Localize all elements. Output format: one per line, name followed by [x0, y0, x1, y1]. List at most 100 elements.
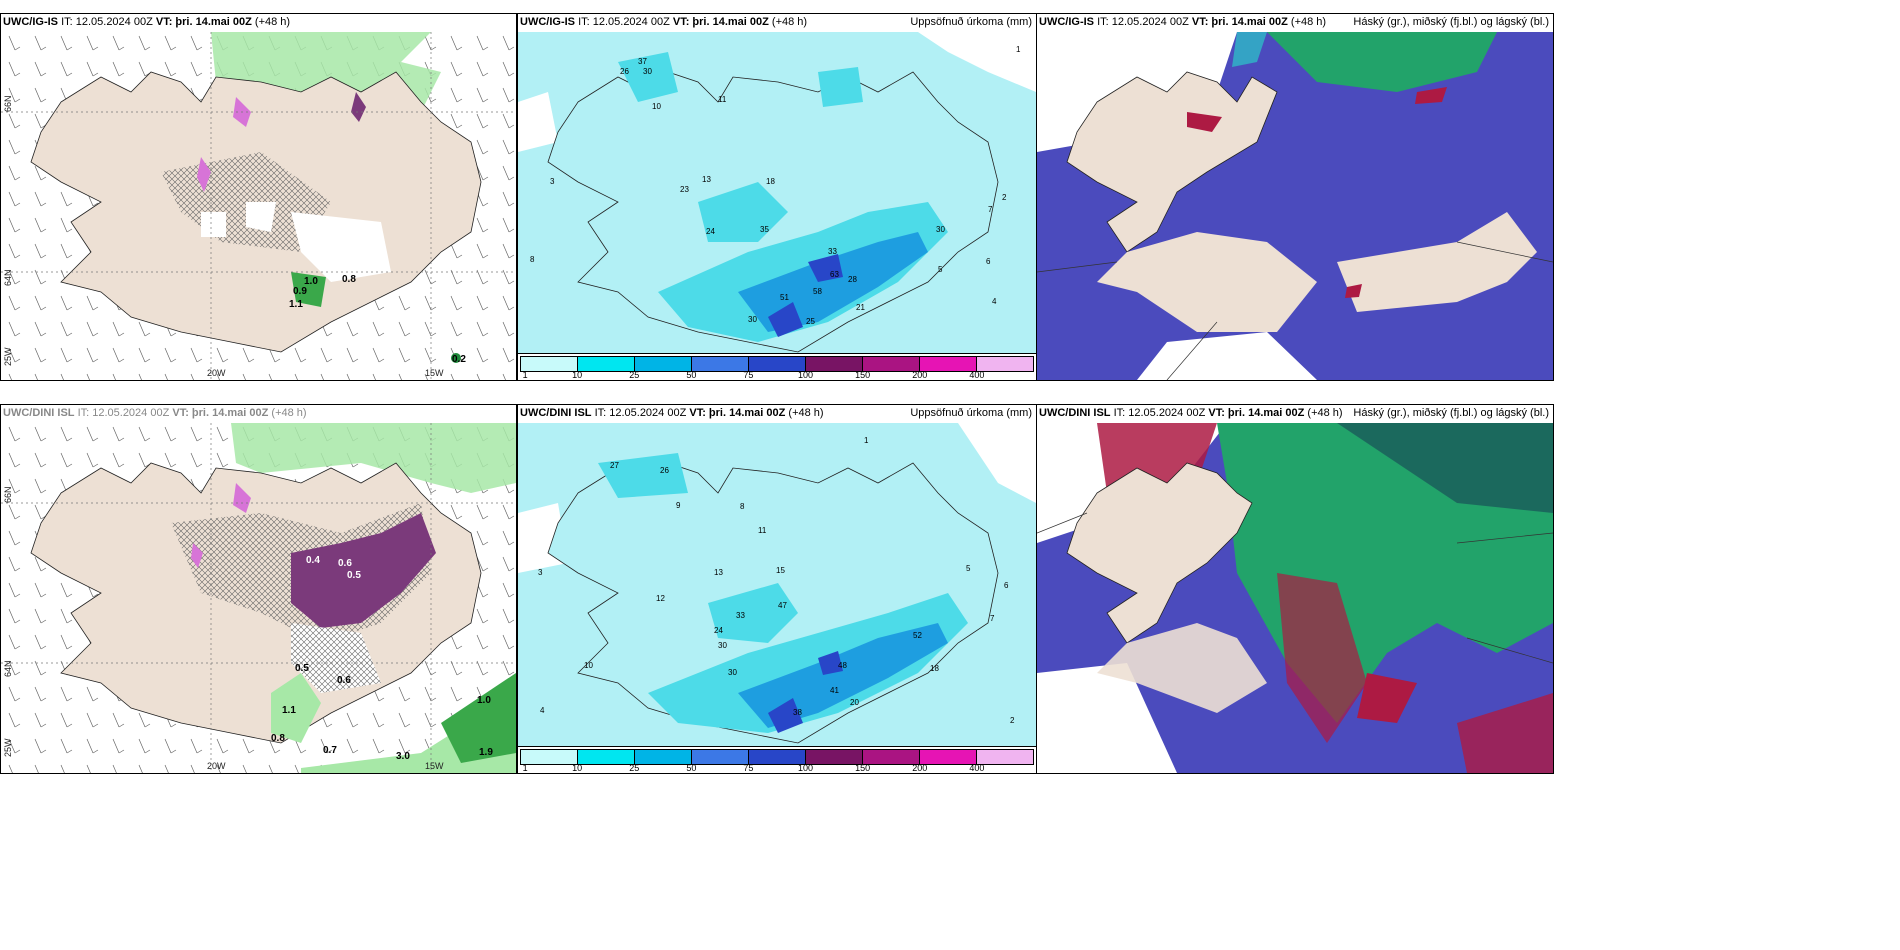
- colorbar-label: 100: [798, 370, 814, 380]
- lat-label: 64N: [3, 660, 13, 677]
- colorbar-label: 75: [743, 370, 754, 380]
- colorbar-label: 75: [743, 763, 754, 773]
- lon-label: 25W: [3, 738, 13, 757]
- value-label: 0.7: [323, 745, 337, 756]
- value-label: 1.1: [282, 705, 296, 716]
- colorbar-label: 10: [572, 763, 583, 773]
- colorbar-cells: [520, 749, 1034, 765]
- colorbar-cell: [806, 357, 863, 371]
- value-label: 25: [806, 317, 815, 326]
- value-label: 33: [828, 247, 837, 256]
- colorbar-labels: 1 10 25 50 75 100 150 200 400: [520, 763, 1034, 773]
- value-label: 13: [702, 175, 711, 184]
- colorbar: 1 10 25 50 75 100 150 200 400: [518, 353, 1036, 380]
- value-label: 18: [766, 177, 775, 186]
- colorbar-label: 400: [969, 370, 985, 380]
- value-label: 52: [913, 631, 922, 640]
- value-label: 58: [813, 287, 822, 296]
- value-label: 13: [714, 568, 723, 577]
- panel-bottom-middle: UWC/DINI ISL IT: 12.05.2024 00Z VT: þri.…: [517, 404, 1037, 774]
- value-label: 2: [1010, 716, 1015, 725]
- panel-top-right: UWC/IG-IS IT: 12.05.2024 00Z VT: þri. 14…: [1036, 13, 1554, 381]
- panel-title: UWC/DINI ISL IT: 12.05.2024 00Z VT: þri.…: [3, 407, 307, 419]
- value-label: 0.4: [306, 555, 320, 566]
- colorbar-label: 1: [522, 763, 528, 773]
- value-label: 6: [1004, 581, 1009, 590]
- colorbar-label: 50: [686, 370, 697, 380]
- panel-subtitle: Uppsöfnuð úrkoma (mm): [910, 16, 1032, 28]
- weather-map[interactable]: 0.4 0.5 0.6 0.7 0.8 1.0 1.1 1.9 3.0 0.5 …: [1, 423, 516, 773]
- lon-label: 25W: [3, 347, 13, 366]
- value-label: 12: [656, 594, 665, 603]
- precip-map[interactable]: 27 26 30 47 33 24 30 48 38 52 41 20 18 1…: [518, 423, 1036, 747]
- value-label: 3.0: [396, 751, 410, 762]
- panel-top-middle: UWC/IG-IS IT: 12.05.2024 00Z VT: þri. 14…: [517, 13, 1037, 381]
- colorbar-cell: [920, 750, 977, 764]
- value-label: 28: [848, 275, 857, 284]
- colorbar-cell: [863, 750, 920, 764]
- weather-map[interactable]: 0.9 1.0 1.1 0.8 0.2: [1, 32, 516, 380]
- cloud-map[interactable]: [1037, 423, 1553, 773]
- value-label: 0.6: [337, 675, 351, 686]
- value-label: 0.5: [295, 663, 309, 674]
- colorbar-cell: [863, 357, 920, 371]
- colorbar-label: 10: [572, 370, 583, 380]
- value-label: 5: [966, 564, 971, 573]
- colorbar-label: 200: [912, 763, 928, 773]
- value-label: 5: [938, 265, 943, 274]
- panel-top-left: UWC/IG-IS IT: 12.05.2024 00Z VT: þri. 14…: [0, 13, 517, 381]
- colorbar-cell: [521, 750, 578, 764]
- value-label: 8: [740, 502, 745, 511]
- value-label: 10: [652, 102, 661, 111]
- colorbar-label: 150: [855, 763, 871, 773]
- panel-subtitle: Háský (gr.), miðský (fj.bl.) og lágský (…: [1353, 16, 1549, 28]
- colorbar-label: 25: [629, 370, 640, 380]
- value-label: 48: [838, 661, 847, 670]
- colorbar-cell: [977, 357, 1033, 371]
- value-label: 0.5: [347, 570, 361, 581]
- precip-map[interactable]: 37 26 30 23 28 33 35 30 24 58 63 51 30 2…: [518, 32, 1036, 354]
- colorbar-label: 400: [969, 763, 985, 773]
- colorbar-label: 1: [522, 370, 528, 380]
- lat-label: 66N: [3, 95, 13, 112]
- colorbar-cell: [578, 750, 635, 764]
- panel-bottom-right: UWC/DINI ISL IT: 12.05.2024 00Z VT: þri.…: [1036, 404, 1554, 774]
- lon-label: 20W: [207, 368, 226, 378]
- colorbar-label: 50: [686, 763, 697, 773]
- panel-title: UWC/IG-IS IT: 12.05.2024 00Z VT: þri. 14…: [1039, 16, 1327, 28]
- panel-subtitle: Uppsöfnuð úrkoma (mm): [910, 407, 1032, 419]
- value-label: 7: [988, 205, 993, 214]
- value-label: 63: [830, 270, 839, 279]
- value-label: 1: [864, 436, 869, 445]
- cloud-map[interactable]: [1037, 32, 1553, 380]
- value-label: 0.6: [338, 558, 352, 569]
- panel-title: UWC/DINI ISL IT: 12.05.2024 00Z VT: þri.…: [1039, 407, 1343, 419]
- value-label: 23: [680, 185, 689, 194]
- value-label: 47: [778, 601, 787, 610]
- value-label: 10: [584, 661, 593, 670]
- value-label: 9: [676, 501, 681, 510]
- value-label: 0.8: [271, 733, 285, 744]
- colorbar-label: 150: [855, 370, 871, 380]
- value-label: 3: [538, 568, 543, 577]
- colorbar-cell: [692, 357, 749, 371]
- value-label: 26: [620, 67, 629, 76]
- value-label: 11: [718, 95, 727, 104]
- value-label: 26: [660, 466, 669, 475]
- colorbar-cells: [520, 356, 1034, 372]
- colorbar-cell: [977, 750, 1033, 764]
- value-label: 30: [748, 315, 757, 324]
- value-label: 1: [1016, 45, 1021, 54]
- panel-title: UWC/IG-IS IT: 12.05.2024 00Z VT: þri. 14…: [3, 16, 291, 28]
- lon-label: 15W: [425, 761, 444, 771]
- colorbar: 1 10 25 50 75 100 150 200 400: [518, 746, 1036, 773]
- value-label: 21: [856, 303, 865, 312]
- value-label: 2: [1002, 193, 1007, 202]
- colorbar-cell: [749, 357, 806, 371]
- value-label: 1.9: [479, 747, 493, 758]
- value-label: 3: [550, 177, 555, 186]
- colorbar-cell: [920, 357, 977, 371]
- value-label: 0.2: [452, 354, 466, 365]
- value-label: 30: [728, 668, 737, 677]
- value-label: 51: [780, 293, 789, 302]
